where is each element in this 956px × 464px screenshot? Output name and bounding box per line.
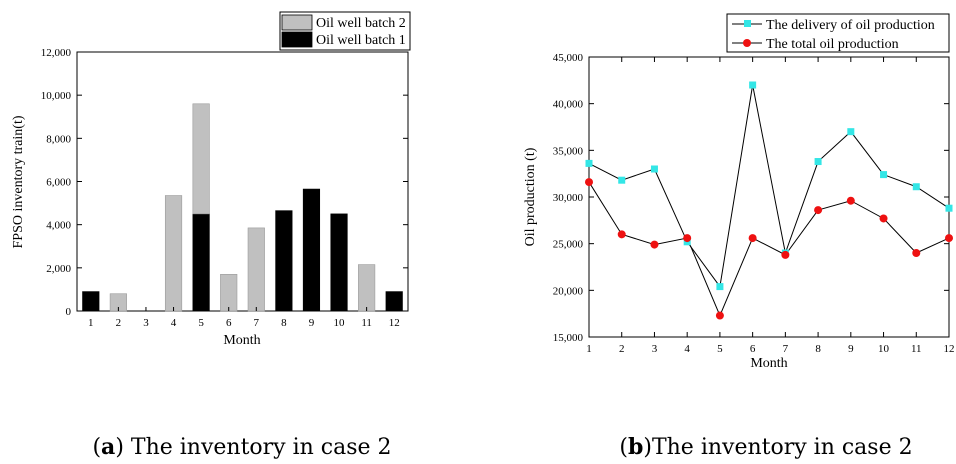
y-tick-label-4: 35,000 <box>553 145 584 157</box>
y-tick-label-3: 6,000 <box>46 177 71 189</box>
x-tick-label-8: 8 <box>281 317 287 329</box>
y-tick-label-6: 12,000 <box>41 47 72 59</box>
x-tick-label-8: 8 <box>815 343 821 355</box>
chart-b-legend: The delivery of oil production The total… <box>726 13 950 53</box>
y-tick-label-6: 45,000 <box>553 52 584 64</box>
x-tick-label-4: 4 <box>171 317 177 329</box>
bar-month-9-series-1 <box>302 188 321 312</box>
bar-month-7-series-2 <box>247 227 265 312</box>
bar-month-11-series-2 <box>358 264 376 312</box>
chart-a-x-axis-label: Month <box>223 333 260 348</box>
x-tick-label-6: 6 <box>750 343 756 355</box>
chart-a-y-axis-label: FPSO inventory train(t) <box>11 115 26 248</box>
bar-month-4-series-2 <box>164 195 183 312</box>
chart-b-y-axis-label: Oil production (t) <box>523 147 538 246</box>
x-tick-label-3: 3 <box>652 343 658 355</box>
legend-label-oil-well-batch-1: Oil well batch 1 <box>316 33 406 48</box>
chart-a-bars <box>82 103 403 312</box>
bar-month-10-series-1 <box>330 213 348 312</box>
legend-marker-delivery <box>744 20 751 27</box>
x-tick-label-12: 12 <box>389 317 400 329</box>
x-tick-label-5: 5 <box>717 343 723 355</box>
chart-b-x-axis-label: Month <box>750 356 787 371</box>
chart-b-caption: (b)The inventory in case 2 <box>619 434 912 460</box>
y-tick-label-0: 0 <box>66 306 72 318</box>
legend-swatch-oil-well-batch-1 <box>281 31 313 48</box>
point-series-2-month-10 <box>879 214 888 223</box>
y-tick-label-2: 4,000 <box>46 220 71 232</box>
chart-a-y-ticks: 0 2,000 4,000 6,000 8,000 10,000 12,000 <box>41 47 408 318</box>
chart-a-x-ticks: 1 2 3 4 5 6 7 8 9 10 11 12 <box>88 307 400 329</box>
x-tick-label-6: 6 <box>226 317 232 329</box>
point-series-1-month-9 <box>847 128 855 136</box>
point-series-2-month-12 <box>945 234 953 243</box>
y-tick-label-1: 20,000 <box>553 285 584 297</box>
point-series-1-month-8 <box>814 158 822 166</box>
y-tick-label-1: 2,000 <box>46 263 71 275</box>
legend-marker-total <box>743 39 751 47</box>
point-series-2-month-11 <box>912 249 921 257</box>
point-series-1-month-2 <box>618 176 626 184</box>
point-series-2-month-8 <box>814 206 823 215</box>
y-tick-label-5: 10,000 <box>41 90 72 102</box>
point-series-2-month-1 <box>585 178 593 187</box>
chart-b-plot-frame <box>588 56 950 338</box>
x-tick-label-1: 1 <box>586 343 592 355</box>
legend-label-oil-well-batch-2: Oil well batch 2 <box>316 16 406 31</box>
legend-label-delivery: The delivery of oil production <box>766 18 935 33</box>
x-tick-label-12: 12 <box>944 343 955 355</box>
x-tick-label-10: 10 <box>878 343 890 355</box>
point-series-2-month-2 <box>617 230 626 239</box>
x-tick-label-3: 3 <box>143 317 149 329</box>
x-tick-label-5: 5 <box>198 317 204 329</box>
legend-swatch-oil-well-batch-2 <box>281 14 313 31</box>
point-series-2-month-3 <box>650 240 659 249</box>
chart-b-lines <box>585 81 953 320</box>
point-series-1-month-6 <box>749 81 757 89</box>
x-tick-label-11: 11 <box>911 343 922 355</box>
bar-month-8-series-1 <box>275 210 293 312</box>
y-tick-label-5: 40,000 <box>553 99 584 111</box>
x-tick-label-2: 2 <box>619 343 625 355</box>
x-tick-label-4: 4 <box>684 343 690 355</box>
legend-label-total: The total oil production <box>766 37 899 52</box>
x-tick-label-11: 11 <box>361 317 372 329</box>
point-series-1-month-11 <box>912 183 920 191</box>
chart-b-y-ticks: 15,000 20,000 25,000 30,000 35,000 40,000 45,0… <box>553 52 949 344</box>
x-tick-label-7: 7 <box>254 317 260 329</box>
point-series-2-month-6 <box>748 234 757 243</box>
point-series-1-month-12 <box>945 204 953 212</box>
x-tick-label-10: 10 <box>334 317 346 329</box>
point-series-1-month-3 <box>650 165 658 173</box>
x-tick-label-1: 1 <box>88 317 94 329</box>
chart-a-legend: Oil well batch 2 Oil well batch 1 <box>279 11 411 51</box>
bar-month-5-series-2 <box>192 103 210 215</box>
chart-b-oil-production: 15,000 20,000 25,000 30,000 35,000 40,000 45,0… <box>523 13 955 460</box>
x-tick-label-9: 9 <box>848 343 854 355</box>
series-line-2 <box>588 181 950 317</box>
point-series-2-month-5 <box>715 311 724 320</box>
y-tick-label-0: 15,000 <box>553 332 584 344</box>
point-series-1-month-1 <box>585 159 593 167</box>
x-tick-label-7: 7 <box>783 343 789 355</box>
point-series-1-month-10 <box>880 171 888 179</box>
y-tick-label-3: 30,000 <box>553 192 584 204</box>
chart-a-caption: (a) The inventory in case 2 <box>92 434 391 460</box>
bar-month-5-series-1 <box>192 213 210 312</box>
bar-month-6-series-2 <box>220 274 238 312</box>
x-tick-label-9: 9 <box>309 317 315 329</box>
point-series-1-month-5 <box>716 283 724 291</box>
chart-b-legend-frame <box>726 13 950 53</box>
point-series-2-month-9 <box>846 196 855 205</box>
y-tick-label-2: 25,000 <box>553 239 584 251</box>
x-tick-label-2: 2 <box>116 317 122 329</box>
chart-b-x-ticks: 1 2 3 4 5 6 7 8 9 10 11 12 <box>586 57 955 355</box>
series-line-1 <box>588 84 950 288</box>
point-series-2-month-7 <box>781 250 790 259</box>
y-tick-label-4: 8,000 <box>46 133 71 145</box>
point-series-2-month-4 <box>683 234 692 243</box>
